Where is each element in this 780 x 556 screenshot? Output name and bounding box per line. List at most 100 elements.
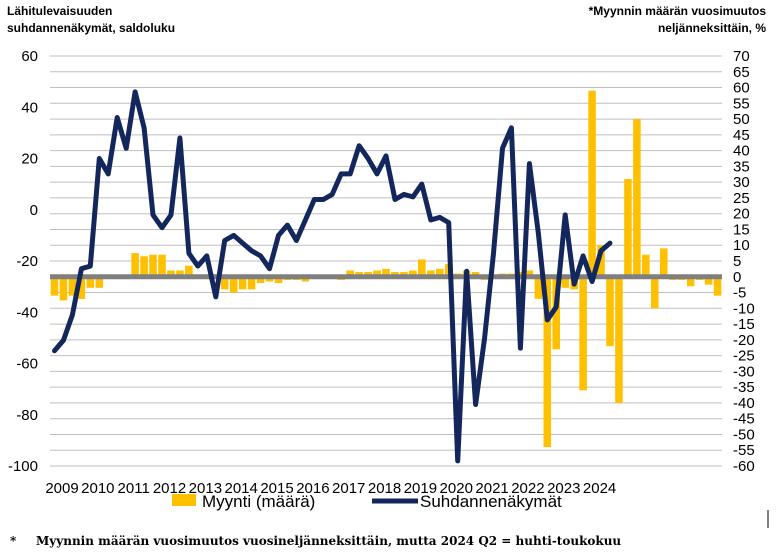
x-tick-label: 2017	[332, 480, 365, 497]
left-tick-label: -100	[8, 458, 38, 475]
right-tick-label: -5	[733, 285, 746, 302]
right-tick-label: 15	[733, 221, 750, 238]
bar	[597, 245, 605, 277]
bar	[633, 119, 641, 277]
right-tick-label: 65	[733, 64, 750, 81]
x-tick-label: 2024	[583, 480, 616, 497]
left-tick-label: 0	[30, 202, 38, 219]
bar	[543, 276, 552, 448]
footnote-text: Myynnin määrän vuosimuutos vuosineljänne…	[36, 534, 622, 548]
right-tick-label: 5	[733, 253, 741, 270]
bar	[552, 276, 561, 350]
bar	[86, 276, 95, 288]
x-tick-label: 2012	[153, 480, 186, 497]
x-axis-ticks: 2009 2010 2011 2012 2013 2014 2015 2016 2017 2018…	[45, 480, 616, 497]
x-tick-label: 2013	[189, 480, 222, 497]
right-axis-title: *Myynnin määrän vuosimuutos neljänneksit…	[589, 3, 766, 37]
right-tick-label: -35	[733, 379, 755, 396]
x-tick-label: 2009	[45, 480, 78, 497]
right-tick-label: -20	[733, 332, 755, 349]
right-axis-title-line-1: *Myynnin määrän vuosimuutos	[588, 4, 766, 18]
bar	[247, 276, 256, 290]
bar	[158, 254, 166, 277]
right-tick-label: 30	[733, 174, 750, 191]
x-tick-label: 2011	[118, 480, 150, 497]
x-tick-label: 2010	[81, 480, 114, 497]
right-tick-label: 40	[733, 143, 750, 160]
right-axis-title-line-2: neljänneksittäin, %	[657, 21, 766, 35]
bar	[77, 276, 86, 299]
right-tick-label: -55	[733, 442, 755, 459]
right-tick-label: 0	[733, 269, 741, 286]
right-tick-label: 70	[733, 48, 750, 65]
bar	[427, 270, 435, 277]
bar	[95, 276, 104, 288]
right-tick-label: 35	[733, 158, 750, 175]
right-tick-label: -50	[733, 426, 755, 443]
bar	[149, 254, 157, 277]
bar	[274, 276, 283, 284]
bar	[435, 268, 444, 277]
bar	[238, 276, 247, 290]
x-tick-label: 2015	[260, 480, 293, 497]
x-tick-label: 2019	[404, 480, 437, 497]
left-axis-ticks: 60 40 20 0 -20 -40 -60 -80 -100	[8, 48, 38, 475]
left-axis-title-line-2: suhdannenäkymät, saldoluku	[7, 21, 176, 35]
bar	[642, 254, 650, 277]
bar	[624, 179, 632, 277]
bar	[256, 276, 265, 284]
right-tick-label: 60	[733, 80, 750, 97]
left-axis-title: Lähitulevaisuuden suhdannenäkymät, saldo…	[7, 3, 175, 37]
right-tick-label: -25	[733, 348, 755, 365]
bar	[579, 276, 587, 391]
x-tick-label: 2014	[225, 480, 258, 497]
bar	[704, 276, 713, 285]
left-tick-label: -20	[16, 253, 38, 270]
bar	[68, 276, 77, 296]
bar-series	[50, 90, 722, 448]
bar	[534, 276, 543, 299]
bar	[346, 270, 354, 277]
x-tick-label: 2022	[511, 480, 544, 497]
right-tick-label: 50	[733, 111, 750, 128]
bar	[382, 268, 390, 277]
bar	[713, 276, 722, 296]
legend-line-label: Suhdannenäkymät	[420, 492, 562, 511]
right-tick-label: -40	[733, 395, 755, 412]
bar	[176, 270, 184, 277]
legend-bar-label: Myynti (määrä)	[202, 492, 315, 511]
right-tick-label: 55	[733, 95, 750, 112]
right-tick-label: 20	[733, 206, 750, 223]
left-tick-label: 40	[21, 99, 38, 116]
bar	[606, 276, 614, 347]
x-tick-label: 2023	[547, 480, 580, 497]
left-axis-title-line-1: Lähitulevaisuuden	[7, 4, 113, 18]
right-tick-label: -15	[733, 316, 755, 333]
bar	[686, 276, 695, 287]
bar	[59, 276, 68, 301]
bar	[140, 256, 148, 277]
bar	[409, 270, 417, 277]
bar	[167, 270, 175, 277]
bar	[651, 276, 659, 309]
left-tick-label: 60	[21, 48, 38, 65]
bar	[615, 276, 623, 403]
bar	[229, 276, 238, 293]
left-tick-label: -60	[16, 356, 38, 373]
bar	[561, 276, 569, 288]
bar	[185, 265, 193, 277]
right-tick-label: 45	[733, 127, 750, 144]
left-tick-label: 20	[21, 151, 38, 168]
footnote: * Myynnin määrän vuosimuutos vuosineljänn…	[10, 534, 621, 548]
x-tick-label: 2018	[368, 480, 401, 497]
legend: Myynti (määrä) Suhdannenäkymät	[172, 492, 562, 511]
bar	[373, 270, 381, 277]
bar	[659, 248, 668, 277]
footnote-star: *	[10, 534, 17, 548]
bar	[588, 90, 596, 277]
right-tick-label: -60	[733, 458, 755, 475]
x-tick-label: 2016	[296, 480, 329, 497]
bar	[131, 253, 139, 277]
bar	[50, 276, 59, 296]
